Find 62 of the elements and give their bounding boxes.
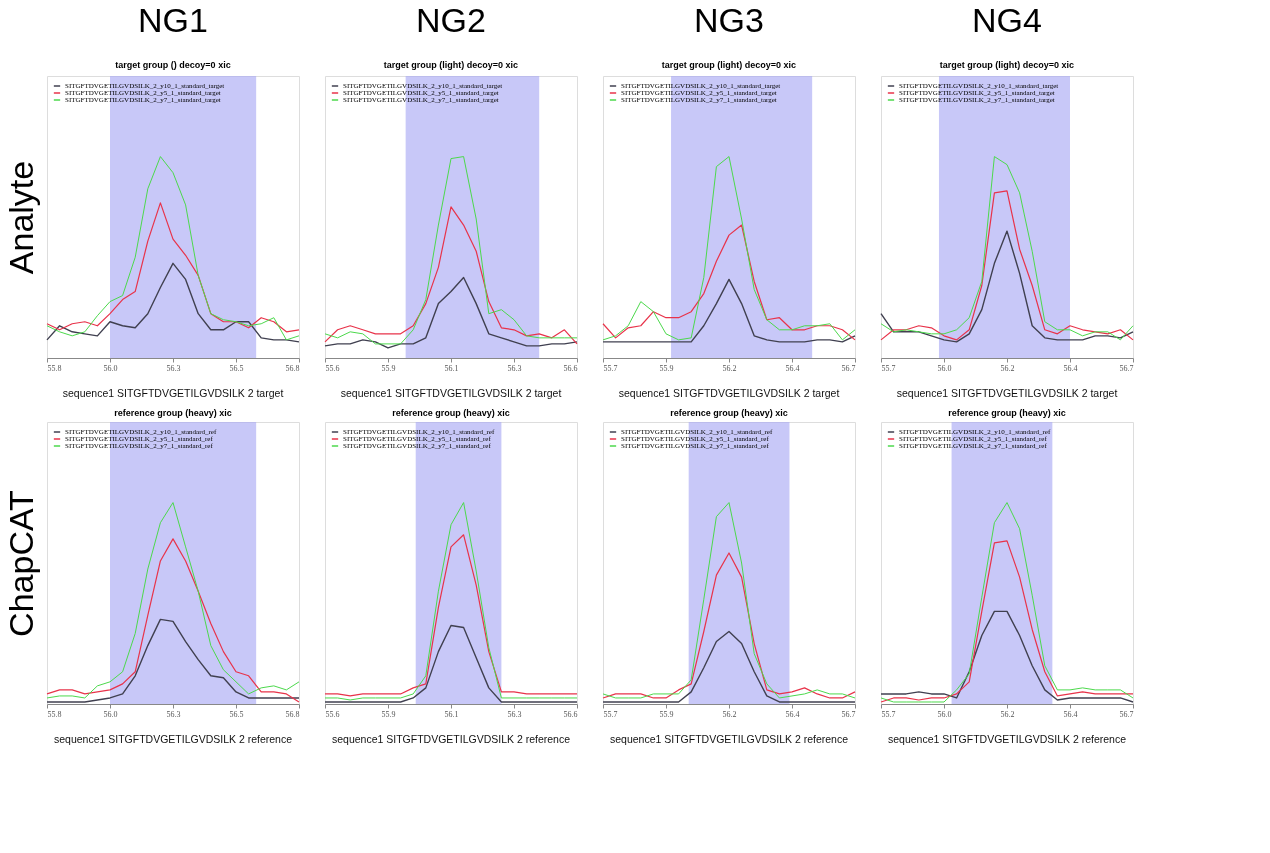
text: sequence1 SITGFTDVGETILGVDSILK 2 reference — [53, 733, 293, 745]
text: sequence1 SITGFTDVGETILGVDSILK 2 target — [340, 387, 562, 399]
x-tick-label: 55.7 — [603, 709, 618, 719]
chart-title: NG4 — [972, 1, 1042, 39]
x-tick-label: 56.7 — [1119, 709, 1134, 719]
x-tick-label: 56.0 — [937, 709, 952, 719]
x-tick-label: 56.3 — [507, 363, 522, 373]
x-tick-label: 55.8 — [47, 709, 62, 719]
x-tick-label: 56.2 — [1000, 709, 1015, 719]
chart-subtitle: target group (light) decoy=0 xic — [939, 60, 1075, 70]
x-tick-label: 55.7 — [603, 363, 618, 373]
x-tick-label: 56.5 — [229, 709, 244, 719]
x-tick-label: 56.4 — [785, 363, 800, 373]
chart-title: reference group (heavy) xic — [670, 408, 788, 418]
x-tick-label: 55.8 — [47, 363, 62, 373]
x-tick-label: 56.0 — [103, 363, 118, 373]
x-tick-label: 56.4 — [785, 709, 800, 719]
x-tick-label: 56.0 — [103, 709, 118, 719]
x-tick-label: 56.5 — [229, 363, 244, 373]
x-tick-label: 55.6 — [325, 709, 340, 719]
text: sequence1 SITGFTDVGETILGVDSILK 2 target — [62, 387, 284, 399]
text: sequence1 SITGFTDVGETILGVDSILK 2 reference — [331, 733, 571, 745]
x-tick-label: 56.0 — [937, 363, 952, 373]
chart-title: NG3 — [694, 1, 764, 39]
x-tick-label: 56.2 — [1000, 363, 1015, 373]
x-tick-label: 56.7 — [841, 709, 856, 719]
y-axis-title: Analyte — [1, 160, 40, 275]
chart-title: NG1 — [138, 1, 208, 39]
x-tick-label: 55.7 — [881, 363, 896, 373]
chart-title: reference group (heavy) xic — [392, 408, 510, 418]
x-tick-label: 56.3 — [166, 709, 181, 719]
x-tick-label: 56.6 — [563, 709, 578, 719]
x-tick-label: 56.7 — [841, 363, 856, 373]
x-tick-label: 55.7 — [881, 709, 896, 719]
text: sequence1 SITGFTDVGETILGVDSILK 2 reference — [887, 733, 1127, 745]
x-tick-label: 55.9 — [381, 709, 396, 719]
x-tick-label: 56.8 — [285, 363, 300, 373]
y-axis-title: ChapCAT — [1, 490, 40, 637]
x-tick-label: 56.2 — [722, 709, 737, 719]
x-tick-label: 56.3 — [166, 363, 181, 373]
x-tick-label: 56.3 — [507, 709, 522, 719]
chart-subtitle: target group () decoy=0 xic — [115, 60, 231, 70]
text: sequence1 SITGFTDVGETILGVDSILK 2 target — [896, 387, 1118, 399]
x-tick-label: 55.9 — [659, 363, 674, 373]
chart-title: reference group (heavy) xic — [114, 408, 232, 418]
x-tick-label: 56.1 — [444, 709, 459, 719]
x-tick-label: 56.6 — [563, 363, 578, 373]
x-tick-label: 56.2 — [722, 363, 737, 373]
text: sequence1 SITGFTDVGETILGVDSILK 2 target — [618, 387, 840, 399]
x-tick-label: 55.9 — [659, 709, 674, 719]
chart-title: reference group (heavy) xic — [948, 408, 1066, 418]
x-tick-label: 56.4 — [1063, 363, 1078, 373]
chart-subtitle: target group (light) decoy=0 xic — [383, 60, 519, 70]
x-tick-label: 56.7 — [1119, 363, 1134, 373]
x-tick-label: 55.9 — [381, 363, 396, 373]
x-tick-label: 55.6 — [325, 363, 340, 373]
x-tick-label: 56.8 — [285, 709, 300, 719]
x-tick-label: 56.1 — [444, 363, 459, 373]
x-tick-label: 56.4 — [1063, 709, 1078, 719]
chart-title: NG2 — [416, 1, 486, 39]
chart-subtitle: target group (light) decoy=0 xic — [661, 60, 797, 70]
text: sequence1 SITGFTDVGETILGVDSILK 2 reference — [609, 733, 849, 745]
